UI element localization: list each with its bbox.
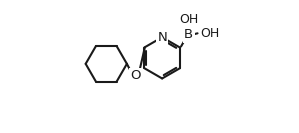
Text: B: B bbox=[184, 28, 193, 41]
Text: O: O bbox=[130, 69, 141, 82]
Text: OH: OH bbox=[180, 13, 199, 26]
Text: N: N bbox=[157, 31, 167, 44]
Text: OH: OH bbox=[200, 27, 219, 40]
